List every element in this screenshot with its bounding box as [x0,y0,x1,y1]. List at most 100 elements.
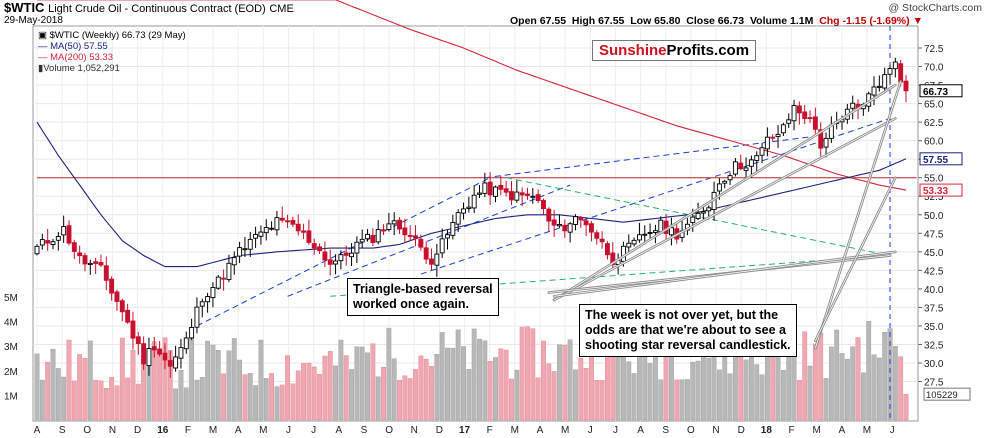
trend-line [196,177,491,327]
volume-bar [866,321,872,421]
candle-body [557,224,562,227]
legend-ma50: — MA(50) 57.55 [38,41,108,52]
volume-bar [429,365,434,421]
candle-body [786,119,792,124]
candle-body [253,234,259,239]
volume-bar [887,328,893,421]
candle-body [578,217,584,221]
candle-body [892,61,898,70]
candle-body [780,124,786,134]
candle-body [151,346,157,351]
volume-bar [226,350,232,421]
last-price-flag: 66.73 [923,87,948,98]
volume-bar [311,366,317,421]
y-tick-label: 37.5 [924,303,944,314]
volume-bar [796,380,802,421]
candle-body [706,207,712,212]
volume-bar [279,384,285,421]
volume-icon: ▮ [38,63,44,74]
volume-bar [221,373,226,421]
trend-line [287,184,571,297]
volume-bar [295,370,301,421]
candle-body [317,246,323,252]
volume-bar [892,346,898,421]
pointer-line-highlight [814,177,896,342]
volume-bar [701,357,706,421]
volume-bar [514,369,520,421]
volume-bar [493,357,498,421]
pointer-line-highlight [553,251,896,297]
x-tick-label: S [662,425,669,436]
candle-body [231,257,237,266]
candle-body [716,183,722,192]
volume-bar [386,327,392,421]
y-tick-label: 42.5 [924,266,944,277]
volume-bar [727,373,733,421]
candle-body [551,219,557,226]
x-tick-label: N [712,425,719,436]
candle-body [338,254,344,262]
volume-bar [290,383,296,421]
volume-bar [162,337,168,421]
candle-body [791,105,797,122]
volume-bar [578,357,584,421]
volume-bar [562,344,568,421]
x-tick-label: 18 [761,425,773,436]
volume-bar [402,375,408,421]
x-tick-label: A [537,425,544,436]
candle-body [818,129,824,149]
volume-bar [82,357,88,421]
volume-bar [274,386,280,421]
y-tick-label: 32.5 [924,340,944,351]
volume-bar [759,374,765,421]
candle-body [690,216,696,223]
candle-body [668,227,674,236]
volume-bar [791,346,797,421]
candle-body [700,211,706,214]
candle-body [397,219,402,230]
x-tick-label: S [59,425,66,436]
y-tick-label: 40.0 [924,285,944,296]
pointer-line-highlight [553,84,896,301]
candle-body [898,63,904,83]
y-tick-label: 45.0 [924,248,944,259]
volume-bar [359,346,365,421]
axes: 72.570.067.565.062.560.057.555.052.550.0… [4,44,971,436]
candle-body [322,251,328,261]
candle-body [658,219,664,233]
candle-body [887,68,893,75]
volume-tick-label: 4M [4,318,18,329]
down-triangle-icon: ▼ [912,15,923,27]
volume-bar [114,385,120,421]
volume-bar [834,329,840,421]
candle-body [66,225,72,244]
candle-body [743,167,749,171]
last-price-flag-box [919,84,963,98]
volume-bar [135,383,141,421]
volume-bar [343,355,349,421]
candle-body [562,224,568,232]
candle-body [770,136,776,139]
volume-bar [215,350,221,421]
candle-body [631,239,637,245]
candle-body [402,227,408,236]
x-tick-label: D [436,425,443,436]
volume-bar [482,340,488,421]
candle-body [141,343,147,365]
candle-body [589,223,594,233]
candle-body [727,175,733,181]
volume-bar [66,339,72,421]
volume-bar [541,340,546,421]
volume-bar [503,349,509,421]
candle-body [381,229,386,232]
x-tick-label: M [209,425,217,436]
volume-bar [178,369,184,421]
x-tick-label: J [311,425,316,436]
candle-body [732,161,738,175]
candle-body [258,231,264,237]
candle-body [285,220,291,223]
volume-bar [535,377,541,421]
candle-body [439,238,445,254]
chart-date: 29-May-2018 [4,15,63,26]
y-tick-label: 50.0 [924,211,944,222]
